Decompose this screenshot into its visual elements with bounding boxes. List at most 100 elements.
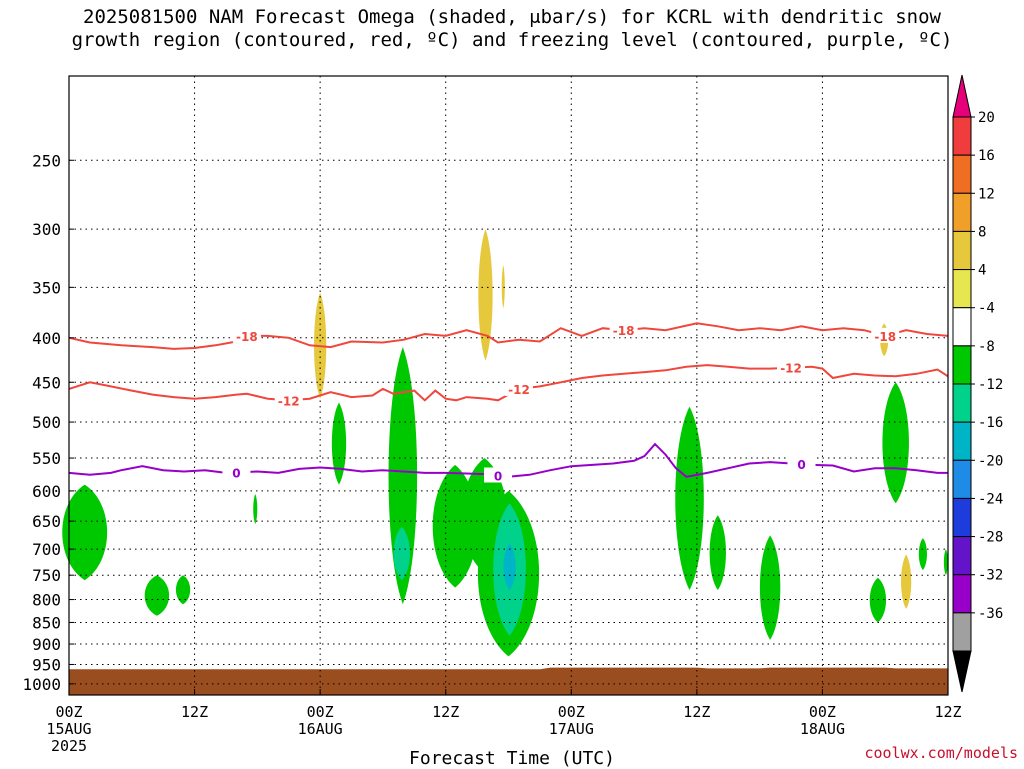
contour-label-bg-1-0 [274,392,303,408]
colorbar-box-11 [952,536,972,576]
ylabel-550: 550 [32,449,61,468]
ylabel-350: 350 [32,278,61,297]
colorbar-box-1 [952,154,972,194]
colorbar-box-2 [952,192,972,232]
chart-title-line1: 2025081500 NAM Forecast Omega (shaded, μ… [83,6,941,28]
ylabel-750: 750 [32,566,61,585]
omega-blob-0-1 [144,575,170,616]
xlabel-6: 00Z [809,703,836,721]
colorbar-label-10: -24 [978,491,1003,507]
xlabel-5: 12Z [683,703,710,721]
xlabel-4: 00Z [558,703,585,721]
contour-label-bg-2-0 [222,464,251,480]
ylabel-900: 900 [32,635,61,654]
contour-label-bg-1-1 [504,380,533,396]
colorbar-label-7: -12 [978,377,1003,393]
omega-blob-0-11 [759,535,781,640]
colorbar-box-9 [952,459,972,499]
ylabel-500: 500 [32,413,61,432]
ylabel-600: 600 [32,482,61,501]
omega-blob-0-13 [882,382,909,504]
ylabel-300: 300 [32,220,61,239]
colorbar: 20 16 12 8 4 -4 -8 -12 -16 -20 -24 -28 -32 -36 [952,74,1003,693]
colorbar-label-2: 12 [978,186,995,202]
omega-blob-0-4 [331,402,347,485]
contour-label-2-2: 0 [797,458,805,472]
colorbar-label-5: -4 [978,301,995,317]
colorbar-box-3 [952,230,972,271]
ylabel-650: 650 [32,512,61,531]
contour-label-1-0: -12 [278,394,300,408]
colorbar-label-9: -20 [978,453,1003,469]
xlabel-date-0: 15AUG [46,720,91,738]
xlabel-0: 00Z [55,703,82,721]
colorbar-box-4 [952,269,972,309]
ylabel-400: 400 [32,329,61,348]
contour-label-2-1: 0 [494,469,502,483]
omega-blob-0-0 [62,484,108,581]
contour-label-0-0: -18 [236,330,258,344]
contour-label-bg-0-1 [609,322,638,338]
xlabel-1: 12Z [181,703,208,721]
ylabel-850: 850 [32,613,61,632]
ylabel-250: 250 [32,151,61,170]
contour-line-1 [68,364,949,402]
contour-label-0-2: -18 [874,330,896,344]
omega-blob-0-14 [918,538,927,571]
omega-blob-2-0 [503,543,516,591]
contour-label-bg-2-2 [787,456,816,472]
omega-blob-0-2 [175,575,191,605]
contour-label-2-0: 0 [232,466,240,480]
omega-blob-1-0 [393,526,410,581]
colorbar-label-6: -8 [978,339,995,355]
omega-blob-3-1 [478,229,493,361]
contour-label-bg-1-2 [777,359,806,375]
ylabel-1000: 1000 [22,675,61,694]
omega-blob-0-9 [675,406,704,591]
axes [68,75,949,696]
contour-label-bg-0-2 [871,327,900,343]
ground-terrain [69,667,948,695]
credit-link[interactable]: coolwx.com/models [864,744,1018,762]
xlabel-date-6: 18AUG [800,720,845,738]
colorbar-box-5 [952,307,972,347]
plot-frame [68,75,949,696]
xlabel-2: 00Z [307,703,334,721]
omega-shading [62,229,948,657]
colorbar-label-1: 16 [978,148,995,164]
colorbar-label-3: 8 [978,224,986,240]
contour-label-bg-2-1 [484,467,513,483]
ylabel-800: 800 [32,591,61,610]
ylabel-950: 950 [32,655,61,674]
omega-blob-3-2 [501,265,505,309]
contour-label-0-1: -18 [613,324,635,338]
omega-blob-3-4 [901,554,912,609]
xlabel-date-2: 16AUG [298,720,343,738]
x-axis-title: Forecast Time (UTC) [409,748,615,769]
contour-line-0 [68,322,949,350]
chart-title-line2: growth region (contoured, red, ºC) and f… [71,29,953,51]
colorbar-box-13 [952,612,972,652]
xlabel-year-0: 2025 [51,737,87,755]
colorbar-box-12 [952,574,972,614]
colorbar-label-0: 20 [978,110,995,126]
colorbar-label-11: -28 [978,530,1003,546]
colorbar-label-4: 4 [978,263,986,279]
contour-label-1-1: -12 [508,383,530,397]
chart-title: 2025081500 NAM Forecast Omega (shaded, μ… [0,6,1024,52]
xlabel-date-4: 17AUG [549,720,594,738]
omega-blob-0-15 [943,549,948,576]
colorbar-label-13: -36 [978,606,1003,622]
colorbar-box-0 [952,116,972,156]
ylabel-700: 700 [32,540,61,559]
contour-label-1-2: -12 [780,362,802,376]
contour-label-bg-0-0 [232,327,261,343]
omega-blob-0-12 [869,577,887,623]
colorbar-label-12: -32 [978,568,1003,584]
colorbar-top-arrow [952,74,972,118]
colorbar-box-6 [952,345,972,385]
colorbar-box-8 [952,421,972,461]
colorbar-box-10 [952,497,972,538]
